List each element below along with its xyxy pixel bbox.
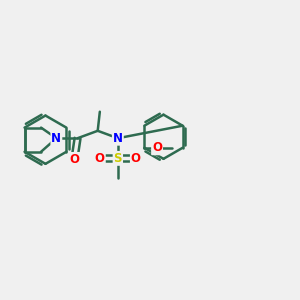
Text: N: N — [113, 132, 123, 145]
Text: O: O — [95, 152, 105, 165]
Text: O: O — [152, 141, 162, 154]
Text: O: O — [131, 152, 141, 165]
Text: S: S — [114, 152, 122, 165]
Text: O: O — [69, 153, 80, 166]
Text: N: N — [51, 132, 62, 145]
